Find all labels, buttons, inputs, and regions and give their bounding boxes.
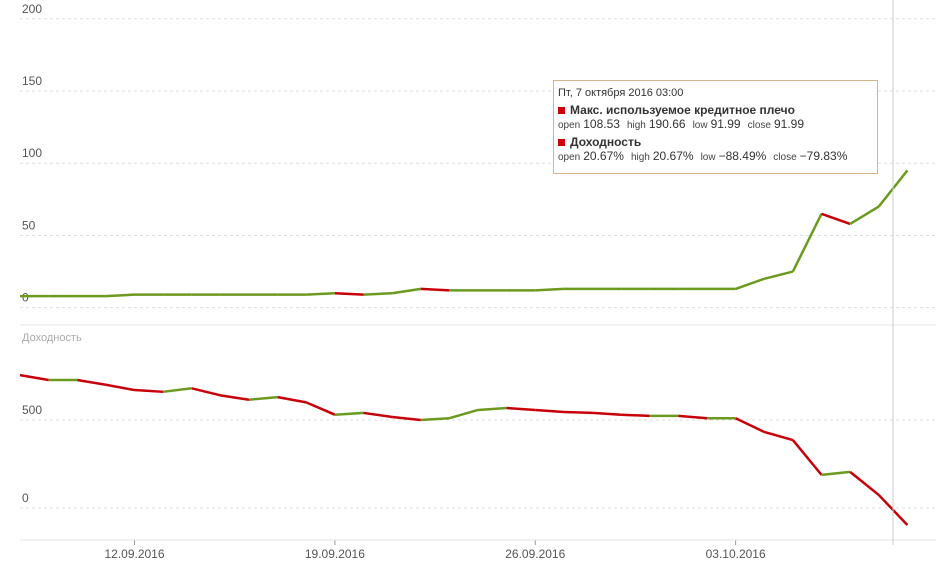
ohlc-value: 190.66 bbox=[648, 117, 686, 131]
price-segment bbox=[105, 293, 135, 298]
price-segment bbox=[334, 411, 364, 416]
ohlc-label: close bbox=[773, 152, 797, 163]
ohlc-label: low bbox=[692, 120, 708, 131]
price-segment bbox=[735, 277, 765, 291]
y-tick-label: 100 bbox=[22, 146, 42, 160]
price-segment bbox=[763, 270, 794, 280]
ohlc-value: 91.99 bbox=[773, 117, 804, 131]
series-name: Доходность bbox=[570, 135, 642, 149]
y-tick-label: 0 bbox=[22, 291, 29, 305]
price-segment bbox=[477, 406, 507, 412]
series-swatch bbox=[558, 107, 565, 114]
price-segment bbox=[77, 378, 107, 387]
price-segment bbox=[334, 291, 364, 296]
series-name-row: Макс. используемое кредитное плечо bbox=[558, 103, 873, 117]
price-segment bbox=[735, 417, 765, 434]
price-segment bbox=[19, 373, 49, 382]
price-segment bbox=[191, 387, 221, 397]
y-tick-label: 50 bbox=[22, 218, 36, 232]
price-segment bbox=[391, 415, 421, 422]
ohlc-label: open bbox=[558, 120, 581, 131]
price-segment bbox=[248, 395, 278, 401]
ohlc-label: high bbox=[626, 120, 646, 131]
x-tick-label: 19.09.2016 bbox=[305, 547, 365, 561]
price-segment bbox=[592, 411, 622, 416]
price-segment bbox=[306, 291, 335, 296]
x-tick-label: 03.10.2016 bbox=[706, 547, 766, 561]
price-segment bbox=[791, 439, 823, 476]
price-segment bbox=[821, 212, 851, 226]
ohlc-value: 91.99 bbox=[710, 117, 741, 131]
price-segment bbox=[535, 287, 564, 292]
price-segment bbox=[363, 291, 393, 296]
price-segment bbox=[305, 401, 336, 416]
ohlc-value: 108.53 bbox=[583, 117, 620, 131]
x-tick-label: 26.09.2016 bbox=[505, 547, 565, 561]
tooltip: Пт, 7 октября 2016 03:00 Макс. используе… bbox=[553, 80, 878, 174]
price-segment bbox=[134, 388, 164, 394]
price-segment bbox=[391, 287, 421, 295]
ohlc-label: close bbox=[747, 120, 771, 131]
ohlc-value: 20.67% bbox=[583, 149, 624, 163]
price-segment bbox=[220, 394, 250, 401]
ohlc-label: open bbox=[558, 152, 581, 163]
price-segment bbox=[821, 470, 851, 477]
ohlc-value: −79.83% bbox=[799, 149, 848, 163]
y-tick-label: 500 bbox=[22, 403, 42, 417]
y-tick-label: 0 bbox=[22, 491, 29, 505]
series-swatch bbox=[558, 139, 565, 146]
price-segment bbox=[763, 430, 794, 442]
ohlc-row: open 20.67% high 20.67% low −88.49% close −79.8… bbox=[558, 149, 873, 163]
price-segment bbox=[535, 408, 564, 414]
price-segment bbox=[791, 213, 823, 273]
x-tick-label: 12.09.2016 bbox=[104, 547, 164, 561]
price-segment bbox=[563, 410, 593, 415]
tooltip-date: Пт, 7 октября 2016 03:00 bbox=[558, 87, 684, 99]
price-segment bbox=[162, 387, 192, 394]
ohlc-row: open 108.53 high 190.66 low 91.99 close 91.99 bbox=[558, 117, 873, 131]
ohlc-value: −88.49% bbox=[718, 149, 767, 163]
price-segment bbox=[363, 411, 393, 419]
ohlc-label: high bbox=[630, 152, 650, 163]
price-segment bbox=[449, 408, 479, 420]
y-tick-label: 200 bbox=[22, 2, 42, 16]
y-tick-label: 150 bbox=[22, 74, 42, 88]
price-segment bbox=[277, 395, 307, 404]
price-segment bbox=[849, 205, 880, 225]
price-segment bbox=[506, 406, 536, 412]
series-name: Макс. используемое кредитное плечо bbox=[570, 103, 795, 117]
ohlc-value: 20.67% bbox=[652, 149, 694, 163]
price-segment bbox=[105, 383, 135, 392]
price-segment bbox=[678, 414, 708, 420]
ohlc-label: low bbox=[700, 152, 716, 163]
price-segment bbox=[849, 470, 880, 496]
series-name-row: Доходность bbox=[558, 135, 873, 149]
panel-title: Доходность bbox=[22, 332, 82, 344]
price-segment bbox=[621, 413, 650, 418]
price-segment bbox=[420, 416, 450, 422]
price-segment bbox=[420, 287, 450, 292]
